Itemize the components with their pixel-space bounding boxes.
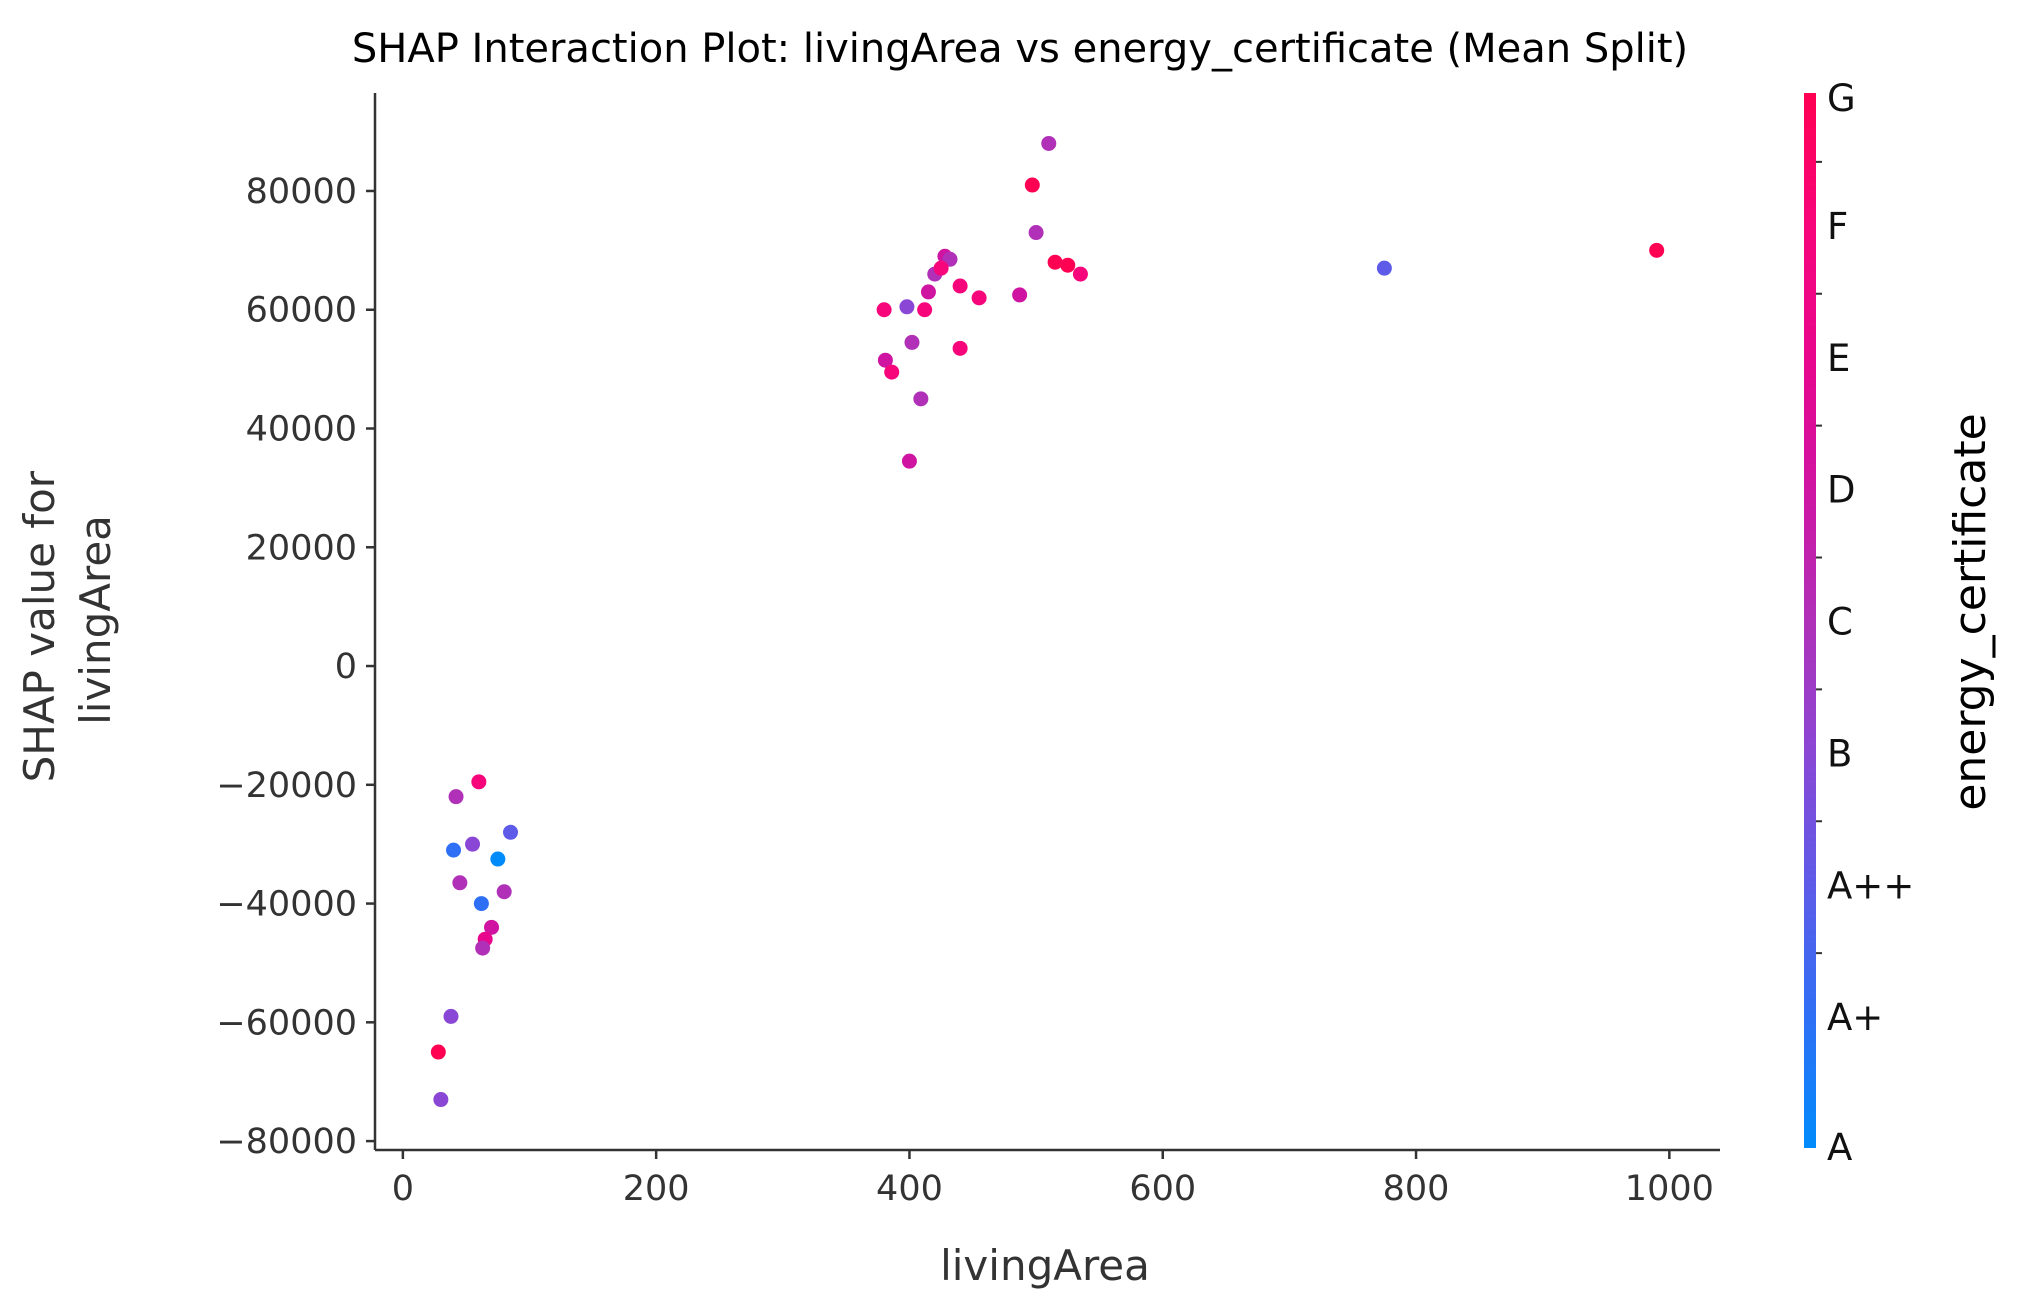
- scatter-point: [503, 824, 519, 840]
- scatter-point: [1028, 225, 1044, 241]
- x-ticks: 0 200 400 600 800 1000: [392, 1150, 1714, 1209]
- scatter-point: [884, 364, 900, 380]
- scatter-point: [452, 875, 468, 891]
- y-tick-label: −20000: [216, 766, 357, 806]
- colorbar-label: energy_certificate: [1945, 413, 1996, 810]
- y-tick-label: 0: [335, 647, 357, 687]
- colorbar: [1804, 93, 1816, 1148]
- scatter-point: [446, 842, 462, 858]
- scatter-point: [471, 774, 487, 790]
- scatter-point: [465, 836, 481, 852]
- scatter-point: [1047, 254, 1063, 270]
- scatter-point: [920, 284, 936, 300]
- scatter-point: [899, 299, 915, 315]
- scatter-point: [933, 260, 949, 276]
- y-tick-label: 40000: [246, 410, 357, 450]
- scatter-point: [433, 1092, 449, 1108]
- x-tick-label: 1000: [1625, 1169, 1714, 1209]
- scatter-point: [913, 391, 929, 407]
- scatter-point: [1060, 257, 1076, 273]
- scatter-point: [443, 1008, 459, 1024]
- scatter-point: [904, 334, 920, 350]
- scatter-point: [475, 940, 491, 956]
- scatter-point: [1072, 266, 1088, 282]
- y-tick-label: −40000: [216, 885, 357, 925]
- scatter-point: [1012, 287, 1028, 303]
- scatter-point: [917, 302, 933, 318]
- scatter-point: [448, 789, 464, 805]
- y-axis-label-line-1: SHAP value for: [15, 470, 64, 782]
- y-tick-label: 20000: [246, 528, 357, 568]
- scatter-point: [1649, 242, 1665, 258]
- scatter-point: [952, 278, 968, 294]
- scatter-point: [876, 302, 892, 318]
- x-axis-label: livingArea: [940, 1241, 1150, 1290]
- colorbar-tick-label: F: [1827, 205, 1848, 248]
- colorbar-tick-label: C: [1827, 601, 1853, 644]
- colorbar-tick-label: E: [1827, 337, 1850, 380]
- y-ticks: −80000 −60000 −40000 −20000 0 20000 40000 60000…: [216, 172, 375, 1162]
- scatter-point: [877, 352, 893, 368]
- colorbar-tick-label: A: [1827, 1126, 1852, 1169]
- x-tick-label: 0: [392, 1169, 414, 1209]
- x-tick-label: 400: [876, 1169, 943, 1209]
- y-tick-label: −60000: [216, 1003, 357, 1043]
- colorbar-tick-label: A+: [1827, 996, 1883, 1039]
- colorbar-tick-label: B: [1827, 732, 1852, 775]
- scatter-point: [490, 851, 506, 867]
- colorbar-ticks: A A+ A++ B C D E F G: [1816, 77, 1914, 1169]
- y-axis-label-line-2: livingArea: [71, 515, 120, 725]
- scatter-point: [484, 919, 500, 935]
- chart-title: SHAP Interaction Plot: livingArea vs ene…: [352, 26, 1688, 72]
- y-tick-label: 80000: [246, 172, 357, 212]
- x-tick-label: 600: [1129, 1169, 1196, 1209]
- x-tick-label: 200: [623, 1169, 690, 1209]
- x-tick-label: 800: [1383, 1169, 1450, 1209]
- scatter-point: [473, 896, 489, 912]
- colorbar-tick-label: A++: [1827, 864, 1914, 907]
- scatter-point: [1024, 177, 1040, 193]
- scatter-point: [971, 290, 987, 306]
- y-axis-label: SHAP value for livingArea: [15, 458, 120, 783]
- scatter-point: [952, 340, 968, 356]
- colorbar-tick-label: G: [1827, 77, 1856, 120]
- scatter-points: [430, 135, 1665, 1108]
- y-tick-label: 60000: [246, 291, 357, 331]
- scatter-point: [430, 1044, 446, 1060]
- colorbar-tick-label: D: [1827, 469, 1856, 512]
- y-tick-label: −80000: [216, 1122, 357, 1162]
- scatter-point: [496, 884, 512, 900]
- scatter-point: [901, 453, 917, 469]
- scatter-point: [1041, 135, 1057, 151]
- scatter-point: [1376, 260, 1392, 276]
